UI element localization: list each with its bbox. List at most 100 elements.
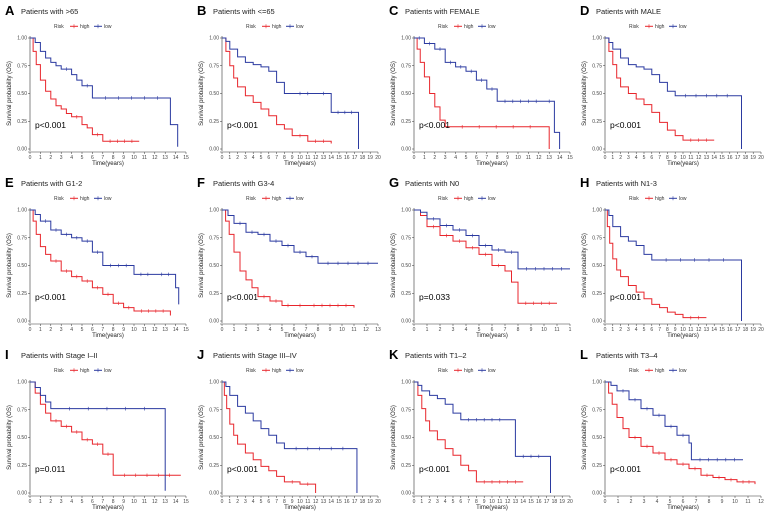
x-tick-label: 5 <box>281 327 284 333</box>
km-panel-b: B Patients with <=65 Risk high low 0.00 0.25 0.… <box>197 3 381 167</box>
x-tick-label: 18 <box>360 155 366 161</box>
y-tick-label: 0.50 <box>592 435 602 441</box>
x-tick-label: 13 <box>321 499 327 505</box>
x-tick-label: 0 <box>221 499 224 505</box>
x-tick-label: 1 <box>228 155 231 161</box>
x-tick-label: 11 <box>688 155 693 161</box>
legend-label-high: high <box>655 196 665 202</box>
legend: Risk high low <box>629 368 687 374</box>
x-tick-label: 4 <box>70 155 73 161</box>
x-tick-label: 10 <box>680 327 686 333</box>
panel-letter: I <box>5 347 9 362</box>
y-tick-label: 0.00 <box>209 319 219 325</box>
x-tick-label: 4 <box>465 327 468 333</box>
x-tick-label: 11 <box>142 155 147 161</box>
x-tick-label: 2 <box>236 499 239 505</box>
y-tick-label: 0.25 <box>592 291 602 297</box>
x-tick-label: 19 <box>750 155 756 161</box>
x-tick-label: 17 <box>352 155 358 161</box>
panel-letter: C <box>389 3 399 18</box>
x-tick-label: 2 <box>49 499 52 505</box>
x-tick-label: 10 <box>541 327 547 333</box>
y-tick-label: 0.75 <box>209 235 219 241</box>
km-curve-high <box>414 37 550 149</box>
x-tick-label: 8 <box>317 327 320 333</box>
x-tick-label: 3 <box>60 155 63 161</box>
p-value: p<0.001 <box>227 464 258 474</box>
x-tick-label: 18 <box>360 499 366 505</box>
y-tick-label: 0.75 <box>209 407 219 413</box>
y-tick-label: 0.25 <box>17 291 27 297</box>
km-panel-i: I Patients with Stage I–II Risk high low 0.00… <box>5 347 189 511</box>
x-tick-label: 11 <box>745 499 750 505</box>
x-axis-label: Time(years) <box>476 333 508 339</box>
panel-letter: D <box>580 3 589 18</box>
x-tick-label: 4 <box>252 499 255 505</box>
legend-title: Risk <box>246 368 256 374</box>
x-tick-label: 6 <box>293 327 296 333</box>
x-tick-label: 9 <box>483 499 486 505</box>
x-axis-label: Time(years) <box>92 161 124 167</box>
x-tick-label: 2 <box>49 327 52 333</box>
y-tick-label: 0.50 <box>592 91 602 97</box>
x-tick-label: 6 <box>91 499 94 505</box>
x-tick-label: 6 <box>650 155 653 161</box>
x-axis-label: Time(years) <box>92 505 124 511</box>
x-tick-label: 17 <box>544 499 550 505</box>
x-tick-label: 0 <box>29 499 32 505</box>
legend-title: Risk <box>629 24 639 30</box>
x-tick-label: 7 <box>504 327 507 333</box>
x-tick-label: 6 <box>267 499 270 505</box>
panel-title: Patients with G3-4 <box>213 179 274 188</box>
x-tick-label: 1 <box>426 327 429 333</box>
x-tick-label: 0 <box>604 499 607 505</box>
x-tick-label: 13 <box>513 499 519 505</box>
legend-label-high: high <box>272 24 282 30</box>
legend-label-low: low <box>488 368 496 374</box>
x-tick-label: 0 <box>221 155 224 161</box>
km-curve-low <box>30 381 166 491</box>
km-curve-low <box>222 381 358 493</box>
x-tick-label: 7 <box>467 499 470 505</box>
p-value: p<0.001 <box>35 120 66 130</box>
panel-title: Patients with FEMALE <box>405 7 480 16</box>
y-tick-label: 0.75 <box>592 407 602 413</box>
km-curve-low <box>605 209 742 321</box>
x-tick-label: 8 <box>666 155 669 161</box>
legend: Risk high low <box>438 24 496 30</box>
x-tick-label: 16 <box>536 499 542 505</box>
y-tick-label: 1.00 <box>401 380 411 386</box>
legend: Risk high low <box>438 368 496 374</box>
x-tick-label: 2 <box>619 155 622 161</box>
x-tick-label: 0 <box>413 327 416 333</box>
x-tick-label: 11 <box>526 155 531 161</box>
x-tick-label: 6 <box>491 327 494 333</box>
x-tick-label: 3 <box>643 499 646 505</box>
km-curve-low <box>222 209 378 264</box>
x-tick-label: 0 <box>29 327 32 333</box>
km-curve-low <box>30 209 180 305</box>
x-tick-label: 1 <box>39 327 42 333</box>
y-axis-label: Survival probability (OS) <box>7 61 13 126</box>
x-tick-label: 20 <box>567 499 573 505</box>
x-tick-label: 5 <box>478 327 481 333</box>
x-tick-label: 9 <box>122 155 125 161</box>
legend-label-low: low <box>679 368 687 374</box>
x-tick-label: 13 <box>546 155 552 161</box>
x-tick-label: 3 <box>60 499 63 505</box>
panel-letter: L <box>580 347 588 362</box>
legend-title: Risk <box>54 196 64 202</box>
legend: Risk high low <box>438 196 496 202</box>
x-tick-label: 0 <box>604 155 607 161</box>
km-panel-j: J Patients with Stage III–IV Risk high low 0.… <box>197 347 381 511</box>
x-tick-label: 1 <box>228 499 231 505</box>
x-tick-label: 4 <box>635 155 638 161</box>
y-tick-label: 0.50 <box>17 435 27 441</box>
x-tick-label: 3 <box>627 155 630 161</box>
y-tick-label: 0.25 <box>401 119 411 125</box>
x-tick-label: 11 <box>142 499 147 505</box>
legend-title: Risk <box>54 24 64 30</box>
panel-letter: B <box>197 3 206 18</box>
x-tick-label: 1 <box>39 155 42 161</box>
x-tick-label: 18 <box>743 327 749 333</box>
